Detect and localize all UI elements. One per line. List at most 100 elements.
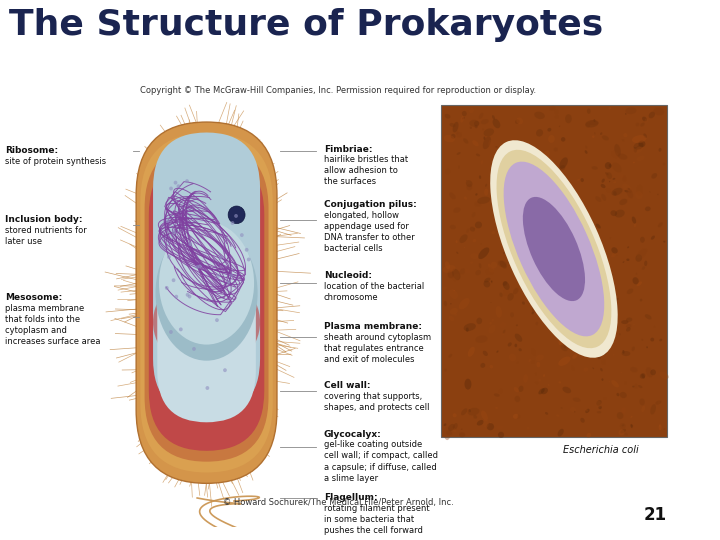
Text: sheath around cytoplasm
that regulates entrance
and exit of molecules: sheath around cytoplasm that regulates e…	[324, 333, 431, 364]
Ellipse shape	[549, 106, 556, 111]
Ellipse shape	[456, 252, 459, 254]
Ellipse shape	[516, 140, 519, 144]
Ellipse shape	[456, 240, 458, 243]
Ellipse shape	[626, 107, 636, 114]
Ellipse shape	[568, 187, 570, 189]
Ellipse shape	[585, 120, 598, 127]
Ellipse shape	[570, 407, 576, 412]
Ellipse shape	[490, 140, 618, 358]
Ellipse shape	[470, 253, 479, 259]
Ellipse shape	[528, 176, 533, 181]
Ellipse shape	[660, 372, 669, 379]
Ellipse shape	[171, 278, 176, 282]
Ellipse shape	[615, 132, 616, 133]
Ellipse shape	[611, 247, 618, 254]
Ellipse shape	[456, 152, 461, 155]
Ellipse shape	[638, 385, 642, 388]
Ellipse shape	[474, 228, 475, 230]
Ellipse shape	[490, 176, 491, 177]
Ellipse shape	[188, 295, 192, 299]
Ellipse shape	[526, 427, 530, 430]
Ellipse shape	[490, 188, 495, 195]
Ellipse shape	[613, 181, 616, 184]
Ellipse shape	[491, 280, 492, 283]
Ellipse shape	[453, 413, 456, 417]
Ellipse shape	[240, 233, 244, 237]
Ellipse shape	[663, 241, 665, 242]
Ellipse shape	[636, 281, 642, 286]
Ellipse shape	[642, 266, 645, 270]
Ellipse shape	[600, 132, 603, 135]
Ellipse shape	[504, 108, 505, 110]
Ellipse shape	[620, 423, 626, 429]
Ellipse shape	[469, 126, 472, 129]
Ellipse shape	[561, 320, 572, 327]
Ellipse shape	[518, 194, 525, 207]
Ellipse shape	[634, 143, 644, 150]
Ellipse shape	[601, 179, 605, 183]
Ellipse shape	[230, 221, 235, 225]
Ellipse shape	[639, 140, 645, 147]
Ellipse shape	[492, 119, 500, 129]
Ellipse shape	[445, 261, 450, 269]
Ellipse shape	[503, 289, 509, 296]
Ellipse shape	[640, 237, 645, 243]
Ellipse shape	[548, 384, 549, 386]
Ellipse shape	[548, 135, 555, 143]
Bar	[441, 105, 667, 437]
Ellipse shape	[593, 119, 595, 122]
Ellipse shape	[492, 319, 494, 322]
Ellipse shape	[156, 225, 258, 361]
Ellipse shape	[503, 161, 604, 336]
Ellipse shape	[518, 386, 523, 392]
Ellipse shape	[533, 271, 536, 273]
Ellipse shape	[613, 178, 616, 180]
FancyBboxPatch shape	[136, 122, 277, 483]
Ellipse shape	[616, 393, 619, 396]
Ellipse shape	[653, 107, 664, 116]
Ellipse shape	[485, 188, 488, 195]
Ellipse shape	[559, 165, 565, 170]
Ellipse shape	[481, 119, 489, 124]
Ellipse shape	[503, 333, 504, 335]
Ellipse shape	[585, 409, 588, 411]
Ellipse shape	[492, 231, 495, 234]
Ellipse shape	[592, 166, 598, 170]
Ellipse shape	[530, 241, 533, 244]
Ellipse shape	[514, 158, 516, 160]
Ellipse shape	[559, 180, 561, 183]
Ellipse shape	[627, 349, 631, 352]
Ellipse shape	[580, 178, 584, 182]
Ellipse shape	[469, 108, 474, 113]
Ellipse shape	[621, 407, 626, 415]
Ellipse shape	[611, 210, 617, 216]
Ellipse shape	[535, 294, 541, 305]
Ellipse shape	[600, 368, 603, 372]
Ellipse shape	[536, 354, 544, 361]
Ellipse shape	[650, 338, 654, 341]
Ellipse shape	[466, 180, 472, 187]
Ellipse shape	[450, 225, 456, 230]
Ellipse shape	[626, 259, 629, 261]
Ellipse shape	[650, 404, 656, 415]
Ellipse shape	[531, 312, 534, 314]
Ellipse shape	[645, 314, 652, 320]
Ellipse shape	[519, 182, 521, 184]
Ellipse shape	[481, 160, 483, 164]
Ellipse shape	[452, 269, 461, 280]
Ellipse shape	[552, 186, 555, 190]
Ellipse shape	[567, 286, 571, 293]
Ellipse shape	[525, 211, 531, 223]
Ellipse shape	[534, 170, 536, 173]
Ellipse shape	[507, 232, 513, 239]
Ellipse shape	[172, 230, 176, 234]
Ellipse shape	[503, 227, 507, 233]
Ellipse shape	[559, 276, 564, 280]
Ellipse shape	[518, 348, 522, 352]
Ellipse shape	[640, 299, 642, 301]
Ellipse shape	[622, 184, 632, 192]
Ellipse shape	[506, 155, 513, 162]
Ellipse shape	[659, 424, 662, 430]
Ellipse shape	[494, 393, 500, 397]
Ellipse shape	[624, 433, 628, 436]
